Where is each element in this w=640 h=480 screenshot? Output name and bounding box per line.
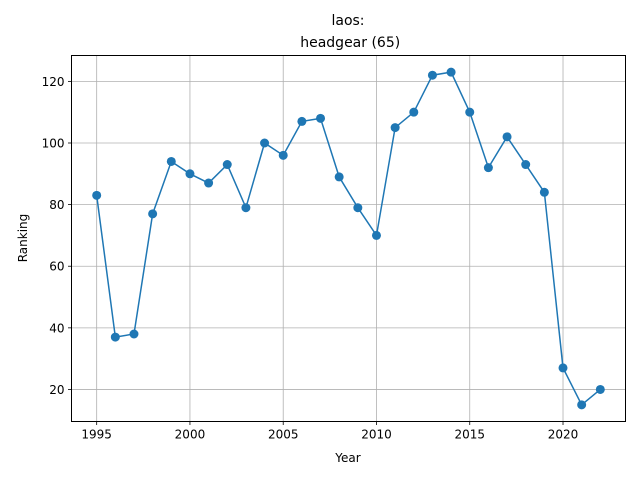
x-axis-ticks: 1995 2000 2005 2010 2015 2020 [81, 421, 579, 442]
data-point [446, 67, 456, 77]
data-point [371, 230, 381, 240]
y-tick-label: 60 [49, 260, 64, 274]
data-point [148, 209, 158, 219]
y-axis-label: Ranking [16, 214, 30, 263]
data-point [260, 138, 270, 148]
data-series [92, 67, 605, 410]
chart-title-line-2: headgear (65) [296, 35, 400, 51]
data-point [390, 123, 400, 133]
data-point [110, 332, 120, 342]
y-tick-label: 100 [42, 136, 65, 150]
data-point [521, 160, 531, 170]
x-tick-label: 2010 [361, 428, 392, 442]
grid-lines [71, 55, 626, 422]
y-tick-label: 80 [49, 198, 64, 212]
y-tick-label: 40 [49, 321, 64, 335]
data-point [577, 400, 587, 410]
x-tick-label: 1995 [81, 428, 112, 442]
data-point [353, 203, 363, 213]
data-point [334, 172, 344, 182]
x-tick-label: 2020 [548, 428, 579, 442]
data-point [185, 169, 195, 179]
data-point [204, 178, 214, 188]
y-tick-label: 120 [42, 75, 65, 89]
data-point [316, 113, 326, 123]
x-tick-label: 2005 [268, 428, 299, 442]
data-point [297, 116, 307, 126]
data-point [483, 163, 493, 173]
x-tick-label: 2015 [454, 428, 485, 442]
data-point [278, 150, 288, 160]
x-tick-label: 2000 [175, 428, 206, 442]
data-point [595, 384, 605, 394]
data-point [92, 190, 102, 200]
chart-title-line-1: laos: [331, 13, 364, 29]
y-axis-ticks: 20 40 60 80 100 120 [42, 75, 72, 397]
data-point [241, 203, 251, 213]
data-point [539, 187, 549, 197]
data-point [409, 107, 419, 117]
x-axis-label: Year [334, 451, 360, 465]
data-point [465, 107, 475, 117]
data-point [222, 160, 232, 170]
data-point [427, 70, 437, 80]
series-line [95, 71, 601, 407]
data-point [166, 156, 176, 166]
plot-frame [71, 55, 626, 422]
data-point [129, 329, 139, 339]
data-point [558, 363, 568, 373]
y-tick-label: 20 [49, 383, 64, 397]
data-point [502, 132, 512, 142]
